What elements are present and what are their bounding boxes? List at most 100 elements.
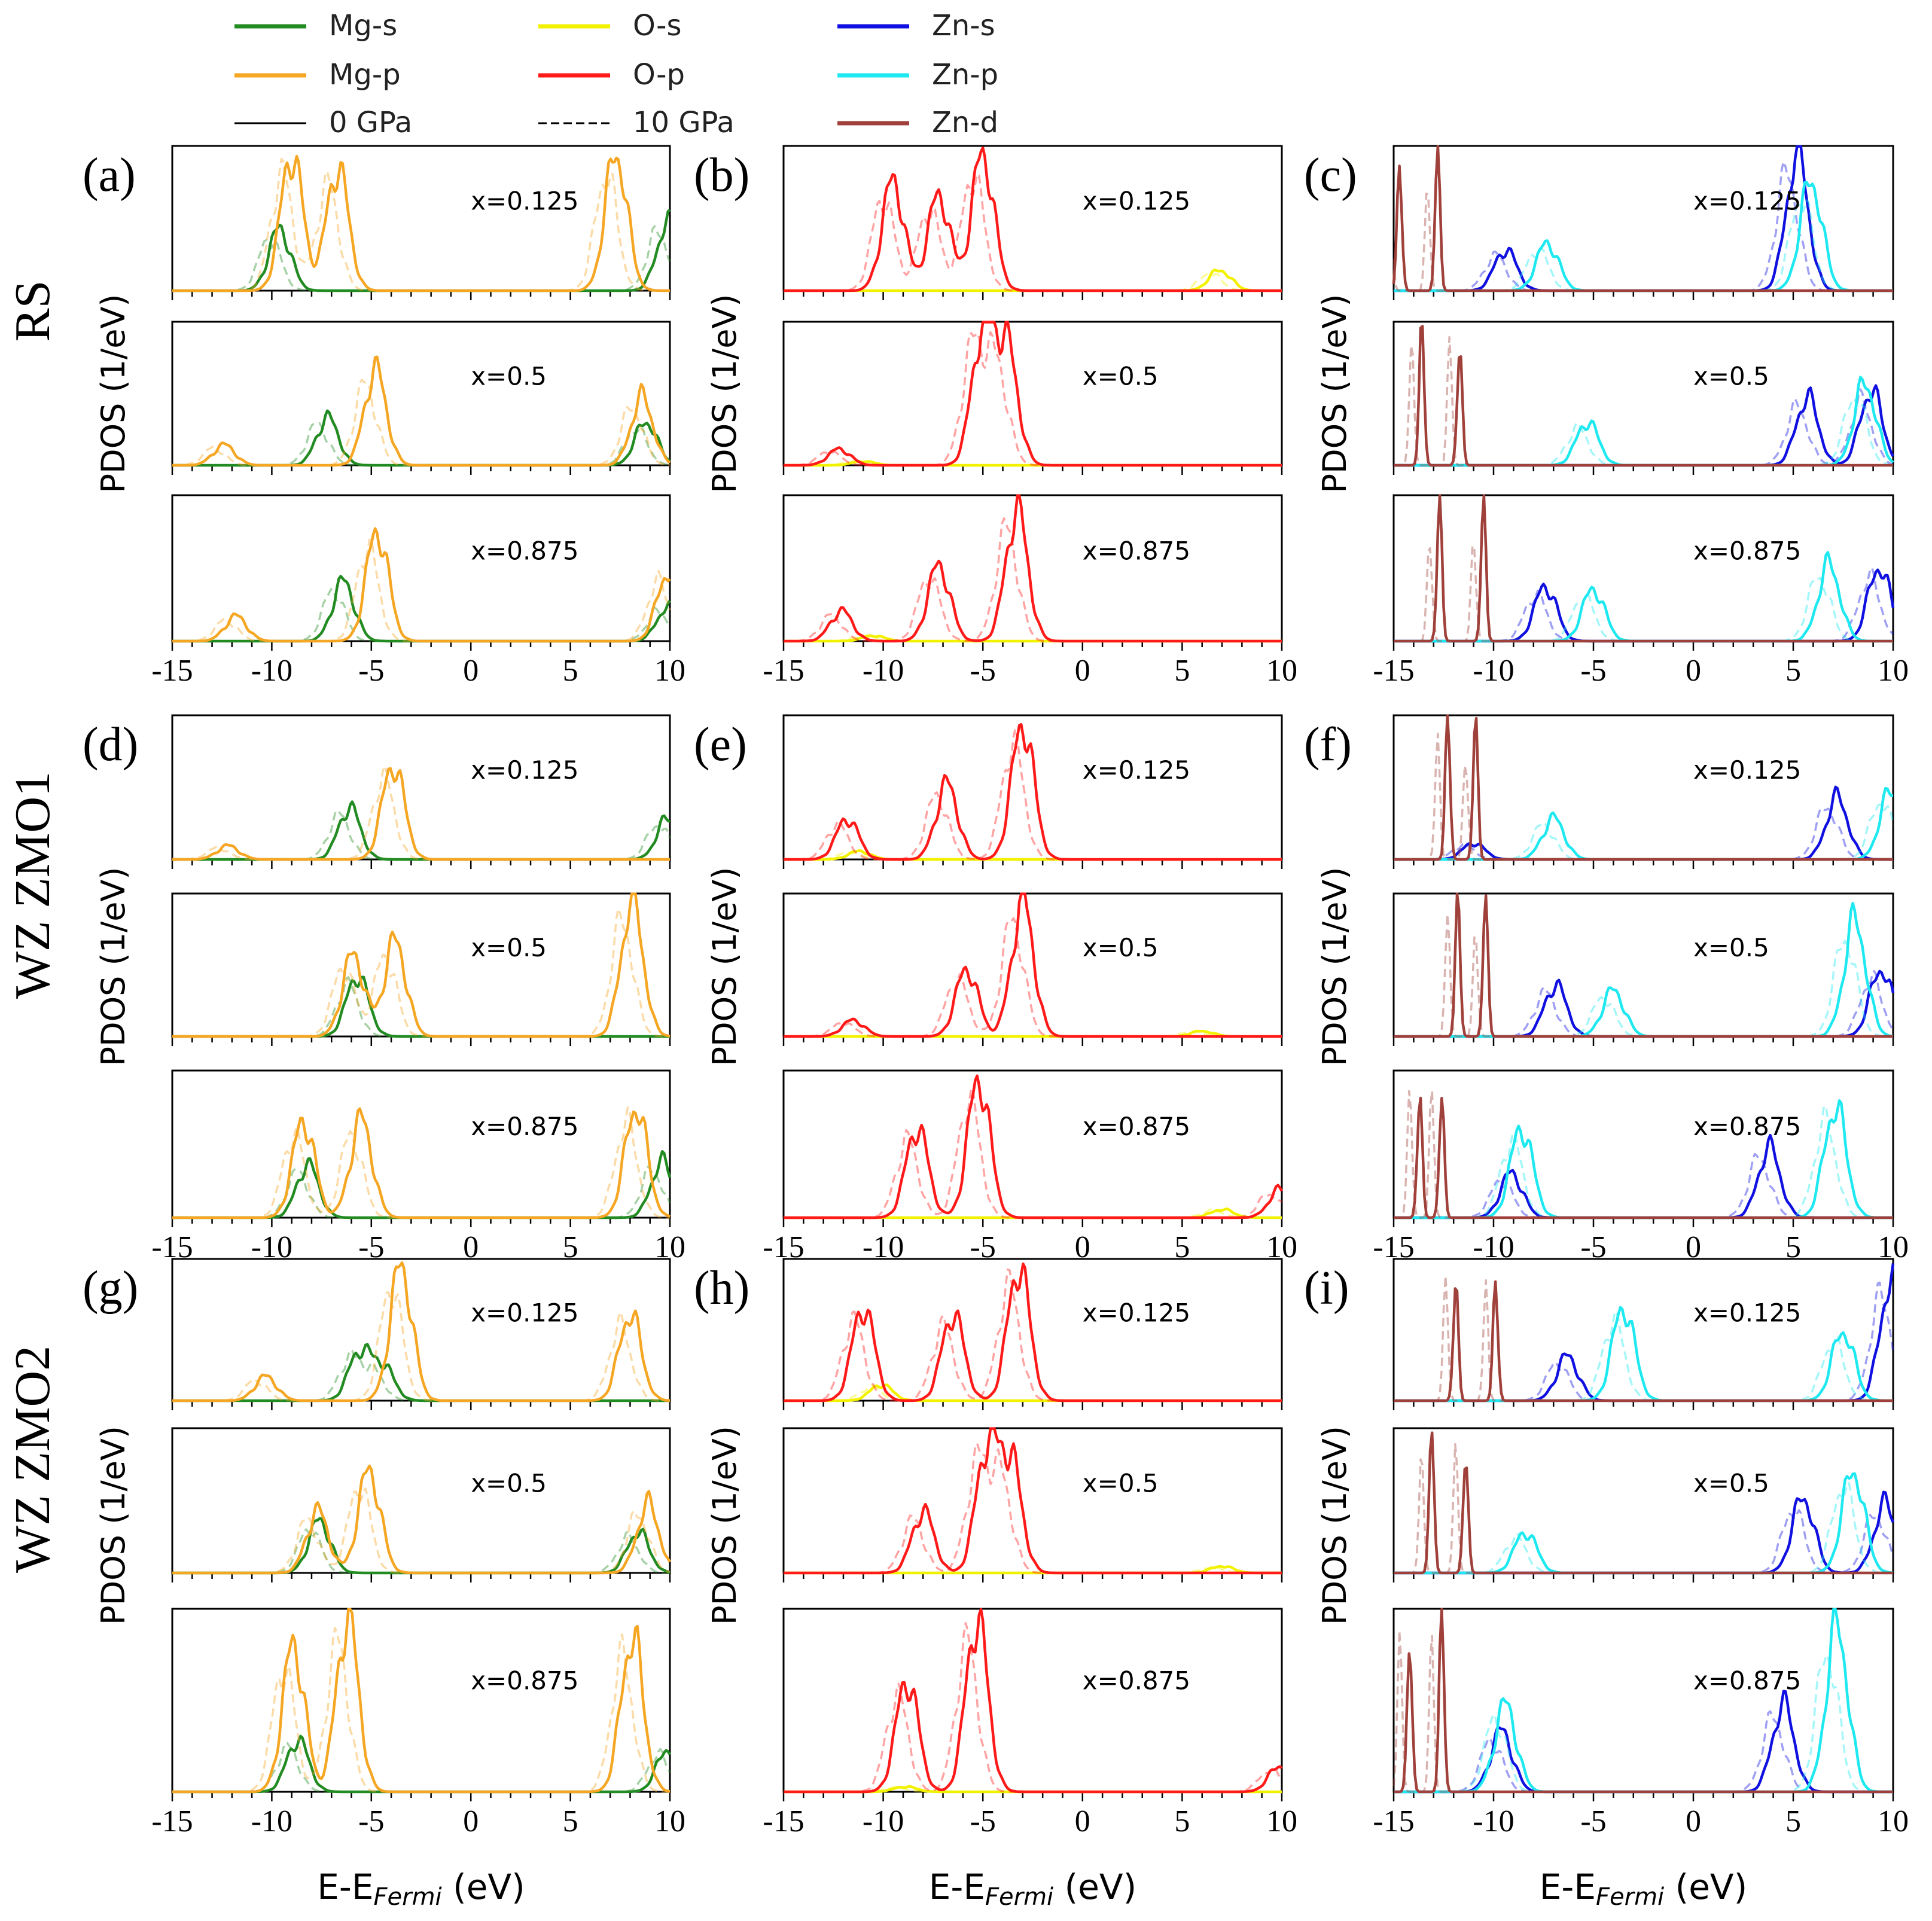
legend-label: Mg-p [329,58,401,92]
x-tick-label: -10 [1473,1804,1514,1838]
subplot: x=0.5 [782,892,1283,1046]
curve-zn-d-0gpa [1394,892,1893,1038]
subplot-frame [782,1069,1283,1219]
x-tick-label: 0 [1686,654,1701,688]
x-tick-label: -10 [863,654,904,688]
curve-o-p-0gpa [784,1608,1283,1794]
x-tick-label: 5 [563,1804,578,1838]
legend: Mg-s Mg-p 0 GPa O-s O-p 10 GPa Zn-s Zn-p Zn-d [234,9,998,139]
y-axis-label: PDOS (1/eV) [1316,867,1354,1066]
composition-label: x=0.875 [1693,1666,1801,1696]
subplot-frame [171,494,671,642]
x-tick-label: -10 [251,654,292,688]
composition-label: x=0.875 [471,1112,578,1141]
composition-label: x=0.5 [1693,1468,1769,1498]
subplot-frame [782,1608,1283,1793]
x-tick-label: -5 [1580,1804,1606,1838]
composition-label: x=0.125 [471,186,578,215]
subplot-frame [782,892,1283,1038]
composition-label: x=0.5 [1083,1468,1159,1498]
panel-i: x=0.125 (i) x=0.5 x=0.875 PDOS (1/eV) -15 -10 -… [1304,1258,1909,1911]
subplot: x=0.5 [1392,1427,1895,1582]
subplot: x=0.125 [782,1258,1283,1410]
legend-label: Zn-s [932,9,995,42]
curve-zn-d-0gpa [1394,325,1893,467]
composition-label: x=0.125 [1083,186,1190,215]
x-tick-label: -5 [970,1804,996,1838]
subplot-frame [782,1258,1283,1402]
subplot: x=0.125 [1392,714,1894,869]
subplot-frame [782,321,1283,466]
composition-label: x=0.875 [1083,536,1190,565]
panel-letter: (a) [83,149,136,202]
curve-o-p-0gpa [784,723,1282,861]
x-tick-label: -5 [970,654,996,688]
x-tick-label: 5 [1785,1804,1801,1838]
x-tick-label: 10 [1878,1804,1909,1838]
subplot-frame [782,1427,1283,1574]
subplot: x=0.5 [171,892,671,1046]
row-labels: RS WZ ZMO1 WZ ZMO2 [5,280,60,1574]
panel-letter: (f) [1304,718,1352,771]
x-tick-label: 5 [1174,1804,1190,1838]
subplot-frame [171,892,671,1038]
curve-mg-p-0gpa [172,1261,671,1402]
x-tick-label: 5 [1785,654,1801,688]
curve-zn-d-0gpa [1394,1431,1893,1575]
x-axis-label: E-EFermi (eV) [1540,1867,1747,1911]
x-tick-label: -10 [863,1804,904,1838]
subplot-frame [171,1427,671,1574]
x-tick-label: -15 [1373,1804,1414,1838]
subplot: x=0.875 [171,494,671,651]
subplot-frame [1392,892,1894,1038]
composition-label: x=0.875 [1693,536,1801,565]
curve-o-p-0gpa [784,494,1282,643]
panel-letter: (g) [83,1262,138,1315]
y-axis-label: PDOS (1/eV) [95,1426,132,1625]
subplot: x=0.125 [171,714,671,869]
subplot: x=0.875 [782,1608,1283,1801]
panels: x=0.125 (a) x=0.5 x=0.875 PDOS (1/eV) -15 -10 -… [83,145,1909,1911]
curve-o-p-0gpa [784,892,1282,1038]
y-axis-label: PDOS (1/eV) [706,294,743,493]
composition-label: x=0.125 [1693,1298,1801,1327]
curve-o-s-0gpa [784,1029,1282,1038]
x-tick-label: 0 [1686,1804,1701,1838]
x-tick-label: -15 [151,1804,193,1838]
composition-label: x=0.125 [471,1298,578,1327]
subplot: x=0.5 [171,321,671,475]
x-tick-label: 0 [463,654,479,688]
panel-letter: (b) [694,149,749,202]
composition-label: x=0.125 [471,755,578,785]
curve-o-p-0gpa [784,1074,1283,1219]
x-tick-label: -5 [358,654,384,688]
subplot: x=0.875 [782,494,1283,651]
composition-label: x=0.875 [1083,1666,1190,1696]
panel-letter: (e) [694,718,747,771]
x-tick-label: -15 [1373,654,1414,688]
subplot: x=0.5 [1392,321,1894,475]
curve-zn-d-0gpa [1392,145,1893,292]
x-tick-label: 5 [563,654,578,688]
composition-label: x=0.125 [1693,186,1801,215]
subplot-frame [1392,714,1894,861]
subplot-frame [171,321,671,466]
curve-zn-d-0gpa [1394,1280,1893,1402]
y-axis-label: PDOS (1/eV) [706,1426,743,1625]
composition-label: x=0.125 [1083,755,1190,785]
curve-mg-p-0gpa [172,355,671,467]
curve-o-p-10gpa [784,331,1282,466]
legend-label: Mg-s [329,9,397,42]
y-axis-label: PDOS (1/eV) [95,867,132,1066]
curve-o-p-0gpa [784,321,1282,467]
x-tick-label: -10 [251,1804,292,1838]
subplot: x=0.875 [171,1608,671,1801]
x-tick-label: -5 [1580,654,1606,688]
legend-label: 10 GPa [633,106,735,139]
panel-b: x=0.125 (b) x=0.5 x=0.875 PDOS (1/eV) -15 -10 -… [694,145,1297,688]
x-tick-label: 0 [463,1804,479,1838]
